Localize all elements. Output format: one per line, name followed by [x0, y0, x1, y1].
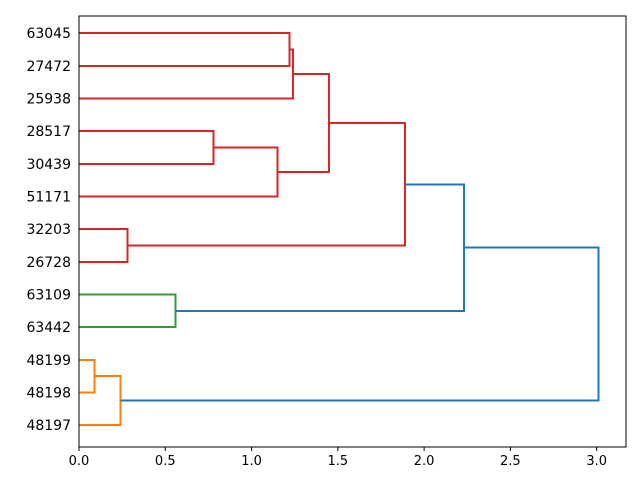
dendrogram-link: [175, 183, 465, 312]
leaf-label-63442: 63442: [26, 320, 71, 336]
dendrogram-link: [79, 375, 122, 427]
x-tick-label-1.5: 1.5: [327, 454, 348, 469]
x-axis-group: 0.0 0.5 1.0 1.5 2.0 2.5 3.0: [69, 447, 607, 469]
dendrogram-link: [79, 293, 177, 329]
leaf-label-25938: 25938: [26, 92, 71, 108]
leaf-labels-group: 63045 27472 25938 28517 30439 51171 32203 26728…: [26, 26, 71, 434]
leaf-label-48198: 48198: [26, 385, 71, 401]
dendrogram-link: [79, 228, 129, 263]
x-tick-label-0.5: 0.5: [155, 454, 176, 469]
dendrogram-link: [79, 130, 215, 165]
leaf-label-27472: 27472: [26, 59, 71, 75]
links-group: [79, 32, 600, 427]
leaf-label-26728: 26728: [26, 255, 71, 271]
dendrogram-link: [127, 122, 407, 247]
leaf-label-48197: 48197: [26, 418, 71, 434]
leaf-label-32203: 32203: [26, 222, 71, 238]
x-tick-label-2.0: 2.0: [414, 454, 435, 469]
plot-frame: [78, 15, 627, 448]
dendrogram-link: [79, 32, 291, 67]
leaf-label-51171: 51171: [26, 190, 71, 206]
dendrogram-link: [79, 146, 279, 198]
leaf-label-63109: 63109: [26, 287, 71, 303]
leaf-label-28517: 28517: [26, 124, 71, 140]
dendrogram-link: [120, 246, 600, 402]
x-tick-label-3.0: 3.0: [586, 454, 607, 469]
x-tick-label-1.0: 1.0: [241, 454, 262, 469]
leaf-label-48199: 48199: [26, 353, 71, 369]
x-tick-label-2.5: 2.5: [500, 454, 521, 469]
leaf-label-30439: 30439: [26, 157, 71, 173]
x-tick-label-0.0: 0.0: [69, 454, 90, 469]
dendrogram-link: [79, 48, 294, 100]
dendrogram-link: [277, 73, 331, 174]
dendrogram-link: [79, 358, 96, 394]
leaf-label-63045: 63045: [26, 26, 71, 42]
